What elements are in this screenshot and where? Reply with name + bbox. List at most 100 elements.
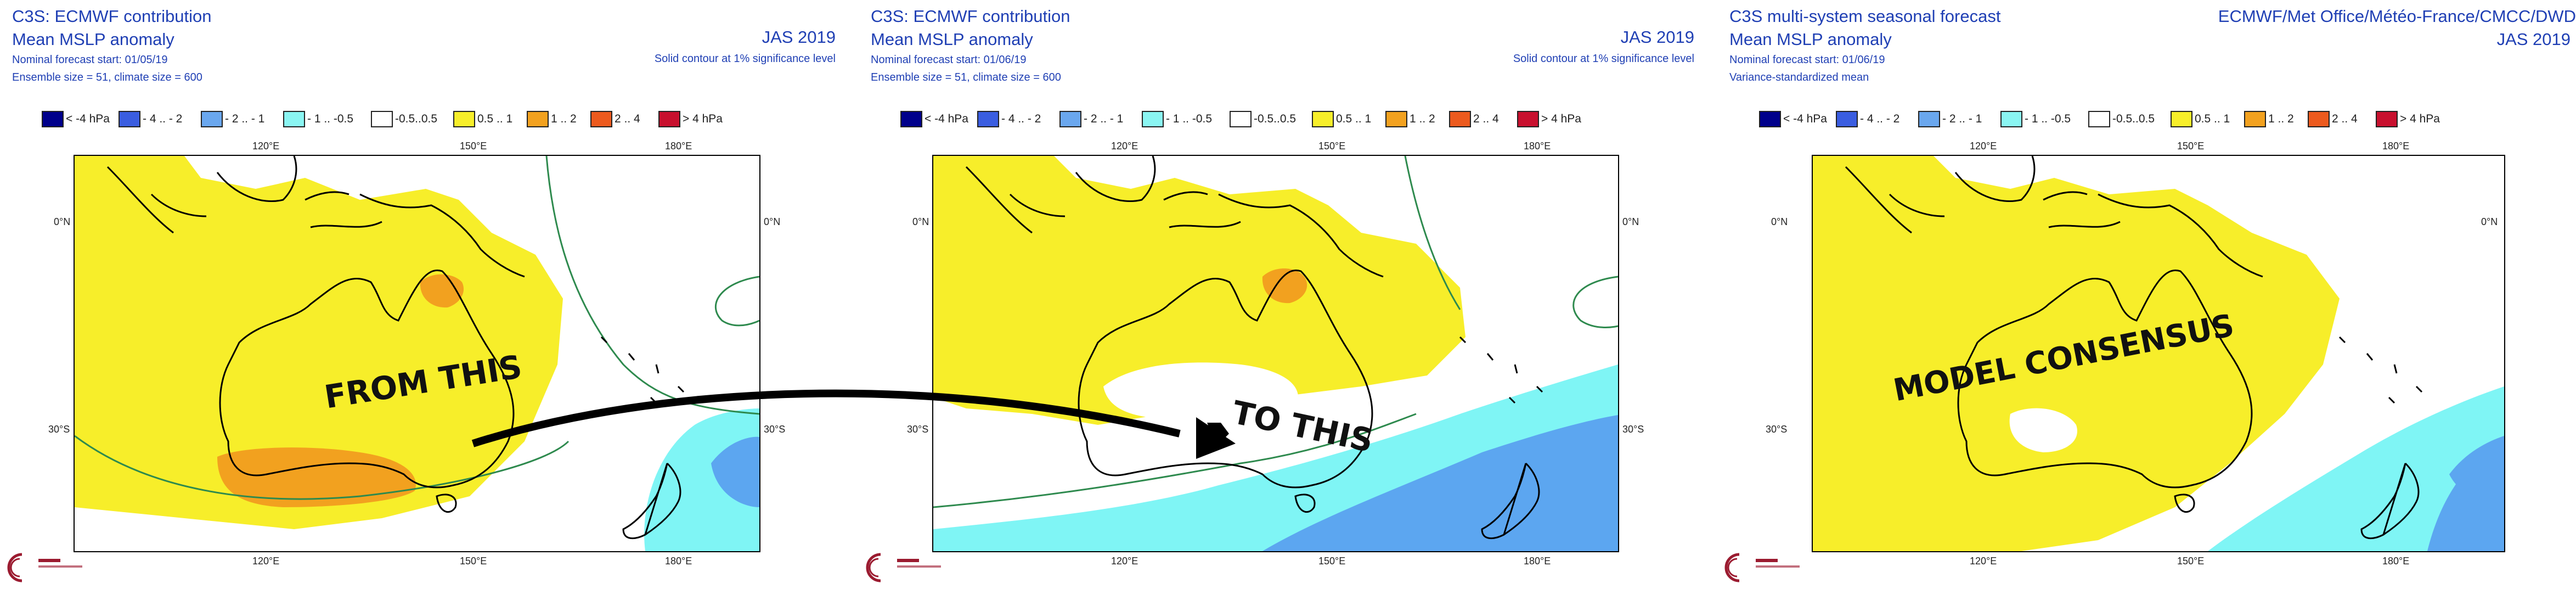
legend-label: 2 .. 4 [615, 113, 640, 125]
copernicus-logo [866, 553, 941, 582]
season-label: JAS 2019 [762, 27, 836, 47]
legend-label: > 4 hPa [1541, 113, 1581, 125]
lat-label-left: 0°N [912, 216, 929, 227]
lon-label-top: 180°E [665, 141, 692, 152]
lat-label-left: 0°N [54, 216, 71, 227]
significance-contour [1404, 156, 1461, 310]
copernicus-logo [7, 553, 82, 582]
lon-label-top: 180°E [2382, 141, 2410, 152]
lon-label-bottom: 180°E [1524, 556, 1551, 567]
significance-note: Solid contour at 1% significance level [1513, 53, 1694, 65]
lon-label-bottom: 120°E [1111, 556, 1138, 567]
legend-swatch [900, 111, 922, 127]
lon-label-bottom: 180°E [2382, 556, 2410, 567]
australia-outline [1957, 270, 2253, 489]
lat-label-right: 0°N [764, 216, 781, 227]
legend-label: 1 .. 2 [1410, 113, 1435, 125]
arrow-shaft [471, 389, 1181, 447]
panel-title: C3S: ECMWF contribution [871, 7, 1070, 26]
lon-label-top: 150°E [460, 141, 487, 152]
legend-swatch [1230, 111, 1252, 127]
lon-label-bottom: 120°E [252, 556, 280, 567]
legend-swatch [283, 111, 305, 127]
legend-label: 2 .. 4 [2332, 113, 2358, 125]
centres-label: ECMWF/Met Office/Météo-France/CMCC/DWD [2218, 7, 2576, 26]
indonesia-outline [1845, 156, 2263, 278]
lon-label-top: 150°E [1318, 141, 1346, 152]
map-canvas [1813, 156, 2504, 551]
significance-note: Solid contour at 1% significance level [654, 53, 836, 65]
anomaly-region-yellow [75, 156, 563, 529]
lon-label-bottom: 120°E [1970, 556, 1997, 567]
lon-label-top: 120°E [252, 141, 280, 152]
legend-swatch [527, 111, 549, 127]
lat-label-right: 0°N [1622, 216, 1639, 227]
new-zealand-outline [622, 462, 681, 540]
panel-subtitle: Mean MSLP anomaly [12, 30, 174, 49]
anomaly-region-yellow [1813, 156, 2340, 551]
legend-swatch [1059, 111, 1081, 127]
legend-label: - 4 .. - 2 [1001, 113, 1041, 125]
panel-subtitle: Mean MSLP anomaly [1729, 30, 1892, 49]
anomaly-region-orange [420, 274, 464, 308]
lat-label-right: 30°S [1622, 424, 1644, 435]
panel-title: C3S: ECMWF contribution [12, 7, 212, 26]
anomaly-map [1812, 155, 2505, 552]
forecast-panel-ecmwf-may: C3S: ECMWF contribution Mean MSLP anomal… [0, 0, 859, 600]
legend-swatch [119, 111, 140, 127]
legend-swatch [1385, 111, 1407, 127]
lon-label-bottom: 180°E [665, 556, 692, 567]
significance-contour [933, 413, 1417, 508]
legend-label: > 4 hPa [683, 113, 723, 125]
forecast-start: Nominal forecast start: 01/06/19 [871, 54, 1027, 66]
lat-label-right: 30°S [764, 424, 786, 435]
forecast-panel-multisystem: C3S multi-system seasonal forecast Mean … [1717, 0, 2576, 600]
lon-label-top: 150°E [2177, 141, 2205, 152]
tasmania-outline [436, 494, 457, 513]
legend-swatch [1312, 111, 1334, 127]
copernicus-logo [1724, 553, 1800, 582]
indonesia-outline [106, 156, 525, 278]
lat-label-left: 30°S [1766, 424, 1788, 435]
forecast-start: Nominal forecast start: 01/05/19 [12, 54, 168, 66]
legend-swatch [2376, 111, 2398, 127]
legend-swatch [2000, 111, 2022, 127]
legend-label: > 4 hPa [2400, 113, 2440, 125]
lon-label-bottom: 150°E [2177, 556, 2205, 567]
lat-label-right: 0°N [2481, 216, 2498, 227]
legend-label: - 4 .. - 2 [1860, 113, 1900, 125]
anomaly-map [74, 155, 760, 552]
anomaly-region-white [1103, 362, 1299, 419]
legend-label: 0.5 .. 1 [1336, 113, 1372, 125]
anomaly-region-blue [2449, 436, 2504, 498]
significance-contour [75, 435, 570, 500]
lat-label-left: 0°N [1771, 216, 1788, 227]
legend-label: < -4 hPa [1783, 113, 1827, 125]
legend-swatch [1449, 111, 1471, 127]
australia-outline [1078, 270, 1373, 489]
anomaly-region-orange [1262, 268, 1307, 304]
legend-label: - 1 .. -0.5 [307, 113, 354, 125]
legend-label: - 2 .. - 1 [225, 113, 265, 125]
legend-swatch [1836, 111, 1858, 127]
legend-swatch [1517, 111, 1539, 127]
method-info: Variance-standardized mean [1729, 71, 1869, 83]
new-zealand-outline [1481, 462, 1540, 540]
significance-contour [715, 276, 759, 327]
lon-label-top: 120°E [1111, 141, 1138, 152]
new-zealand-outline [2360, 462, 2420, 540]
legend-label: 2 .. 4 [1473, 113, 1499, 125]
lon-label-bottom: 150°E [1318, 556, 1346, 567]
significance-contour [1572, 276, 1618, 328]
island-outline [600, 336, 685, 404]
legend-label: 0.5 .. 1 [477, 113, 513, 125]
lat-label-left: 30°S [48, 424, 70, 435]
legend-label: 1 .. 2 [551, 113, 577, 125]
season-label: JAS 2019 [1620, 27, 1694, 47]
legend-label: -0.5..0.5 [395, 113, 438, 125]
legend-swatch [371, 111, 393, 127]
tasmania-outline [2174, 494, 2195, 513]
lon-label-bottom: 150°E [460, 556, 487, 567]
forecast-panel-ecmwf-june: C3S: ECMWF contribution Mean MSLP anomal… [859, 0, 1717, 600]
anomaly-region-blue [1262, 415, 1618, 551]
